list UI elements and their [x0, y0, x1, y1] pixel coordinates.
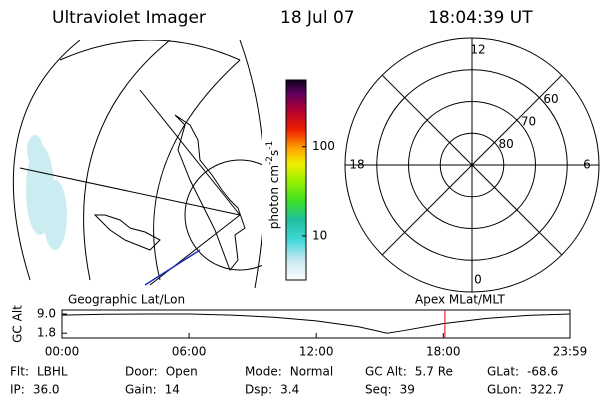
map: [12, 40, 262, 288]
title: Ultraviolet Imager: [52, 8, 206, 28]
colorbar: [285, 79, 307, 281]
y-tick-label: 9.0: [37, 307, 56, 321]
footer-label: Gain:: [125, 383, 157, 397]
ring-label: 80: [498, 137, 513, 151]
mlt-label: 0: [474, 273, 482, 287]
y-label: GC Alt: [11, 305, 25, 343]
footer-label: Flt:: [10, 365, 29, 379]
footer-value: 322.7: [530, 383, 564, 397]
footer-value: 5.7 Re: [415, 365, 453, 379]
polar-spoke: [471, 164, 563, 256]
footer-label: Seq:: [365, 383, 392, 397]
colorbar-tick-label: 10: [312, 228, 327, 242]
polar-spoke: [381, 164, 473, 256]
footer-label: Door:: [125, 365, 158, 379]
polar-spoke: [471, 74, 563, 166]
x-tick-label: 12:00: [299, 345, 334, 359]
y-tick-label: 1.8: [37, 326, 56, 340]
mlt-label: 6: [583, 158, 591, 172]
footer-label: GLon:: [487, 383, 522, 397]
time: 18:04:39 UT: [428, 8, 533, 28]
colorbar-tick-label: 100: [312, 139, 335, 153]
x-tick-label: 18:00: [426, 345, 461, 359]
footer-value: -68.6: [527, 365, 558, 379]
date: 18 Jul 07: [280, 8, 355, 28]
colorbar-label: photon cm-2s-1: [265, 141, 281, 230]
footer-value: Open: [166, 365, 198, 379]
map-left-label: Geographic Lat/Lon: [68, 293, 185, 307]
footer-value: 3.4: [280, 383, 299, 397]
mlt-label: 12: [470, 43, 485, 57]
footer-label: Mode:: [245, 365, 282, 379]
footer-value: 39: [400, 383, 415, 397]
polar-spoke: [381, 74, 473, 166]
ring-label: 60: [543, 92, 558, 106]
footer-label: GC Alt:: [365, 365, 407, 379]
footer-value: LBHL: [37, 365, 68, 379]
ring-label: 70: [521, 115, 536, 129]
x-tick-label: 06:00: [172, 345, 207, 359]
altitude-line: [61, 313, 571, 334]
map-right-label: Apex MLat/MLT: [415, 293, 505, 307]
mlt-label: 18: [349, 158, 364, 172]
footer-value: Normal: [290, 365, 333, 379]
x-tick-label: 00:00: [45, 345, 80, 359]
x-tick-label: 23:59: [553, 345, 588, 359]
footer-label: GLat:: [487, 365, 519, 379]
footer-label: Dsp:: [245, 383, 272, 397]
footer-label: IP:: [10, 383, 25, 397]
footer-value: 14: [165, 383, 180, 397]
footer-value: 36.0: [33, 383, 60, 397]
